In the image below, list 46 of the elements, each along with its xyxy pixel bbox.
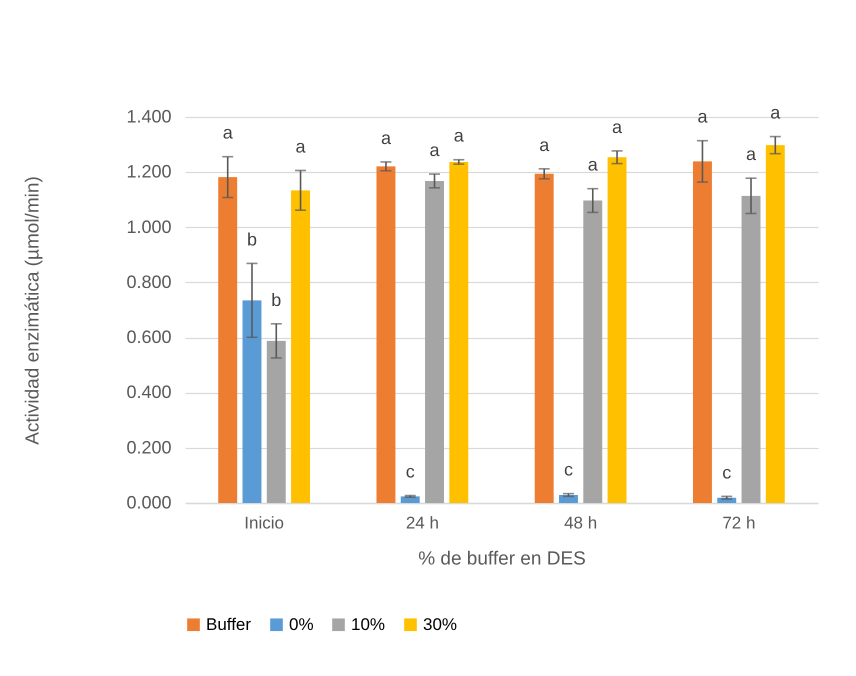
y-tick-label: 1.000: [126, 216, 172, 237]
y-tick-label: 0.400: [126, 382, 172, 402]
data-label: a: [588, 154, 599, 175]
bar: [742, 196, 760, 503]
legend-label: Buffer: [206, 614, 252, 634]
bar: [376, 166, 396, 503]
y-tick-label: 0.800: [126, 272, 172, 292]
data-label: a: [454, 126, 465, 146]
data-label: c: [722, 462, 732, 482]
y-tick-label: 1.400: [126, 106, 172, 126]
data-label: a: [222, 122, 234, 143]
bar: [218, 177, 238, 503]
bar: [692, 161, 712, 503]
legend-label: 30%: [423, 614, 458, 634]
data-label: a: [380, 128, 392, 148]
y-tick-label: 0.200: [126, 437, 172, 458]
data-label: a: [770, 102, 782, 123]
data-label: a: [746, 144, 758, 164]
bar: [291, 190, 310, 503]
y-tick-label: 0.000: [126, 492, 172, 512]
data-label: b: [246, 229, 257, 250]
x-tick-label: 48 h: [564, 514, 598, 532]
y-tick-label: 1.200: [126, 162, 172, 182]
data-label: c: [564, 460, 573, 480]
data-label: c: [406, 462, 415, 482]
data-label: a: [612, 116, 624, 137]
legend-label: 10%: [351, 614, 386, 634]
x-axis-title: % de buffer en DES: [418, 548, 586, 570]
x-tick-label: 24 h: [406, 514, 439, 532]
data-label: b: [271, 290, 282, 310]
data-label: a: [539, 134, 550, 155]
bar: [534, 174, 554, 503]
bar: [266, 340, 286, 503]
legend-label: 0%: [289, 614, 314, 634]
bar: [608, 157, 627, 503]
y-tick-label: 0.600: [126, 327, 172, 348]
bar: [583, 200, 602, 503]
data-label: a: [296, 136, 307, 156]
bar: [766, 145, 785, 503]
data-label: a: [430, 140, 441, 160]
x-tick-label: Inicio: [244, 514, 284, 532]
bar: [242, 300, 262, 503]
x-tick-label: 72 h: [722, 514, 756, 532]
y-axis-title: Actividad enzimática (µmol/min): [22, 176, 44, 445]
bar: [425, 180, 444, 503]
data-label: a: [697, 106, 708, 127]
